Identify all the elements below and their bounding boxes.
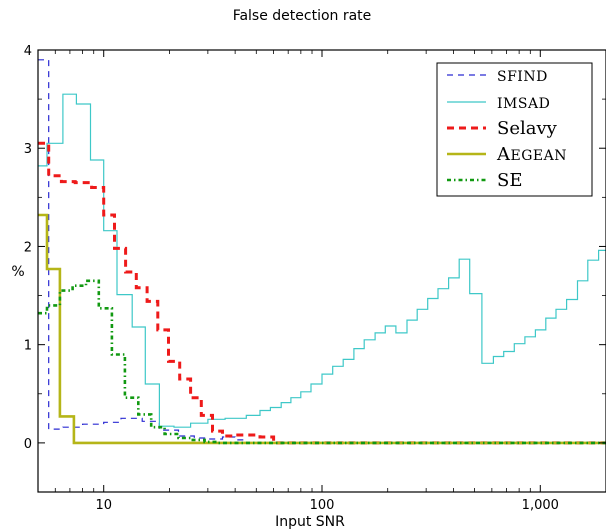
- y-axis-label: %: [11, 264, 24, 280]
- plot-area: [38, 59, 606, 445]
- x-tick-label: 1,000: [522, 498, 559, 513]
- legend-label-selavy: Selavy: [497, 118, 558, 139]
- x-axis-label: Input SNR: [275, 514, 345, 530]
- y-tick-label: 3: [24, 142, 32, 157]
- series-se-line: [38, 279, 606, 445]
- legend-label-aegean: AEGEAN: [496, 144, 567, 165]
- series-imsad-line: [38, 93, 606, 428]
- y-tick-label: 4: [24, 44, 32, 59]
- y-tick-label: 0: [24, 437, 32, 452]
- legend-label-sfind: SFIND: [497, 69, 548, 85]
- x-tick-label: 100: [310, 498, 335, 513]
- legend-label-imsad: IMSAD: [497, 96, 550, 112]
- series-selavy-line: [38, 141, 606, 445]
- axis-ticks: 0 1 2 3 4 10 100 1,000: [24, 44, 606, 513]
- y-tick-label: 2: [24, 240, 32, 255]
- series-aegean-line: [38, 213, 606, 445]
- legend-label-se: SE: [497, 170, 522, 191]
- y-tick-label: 1: [24, 339, 32, 354]
- chart-title: False detection rate: [233, 8, 372, 24]
- legend: SFIND IMSAD Selavy AEGEAN SE: [436, 62, 593, 197]
- x-tick-label: 10: [95, 498, 112, 513]
